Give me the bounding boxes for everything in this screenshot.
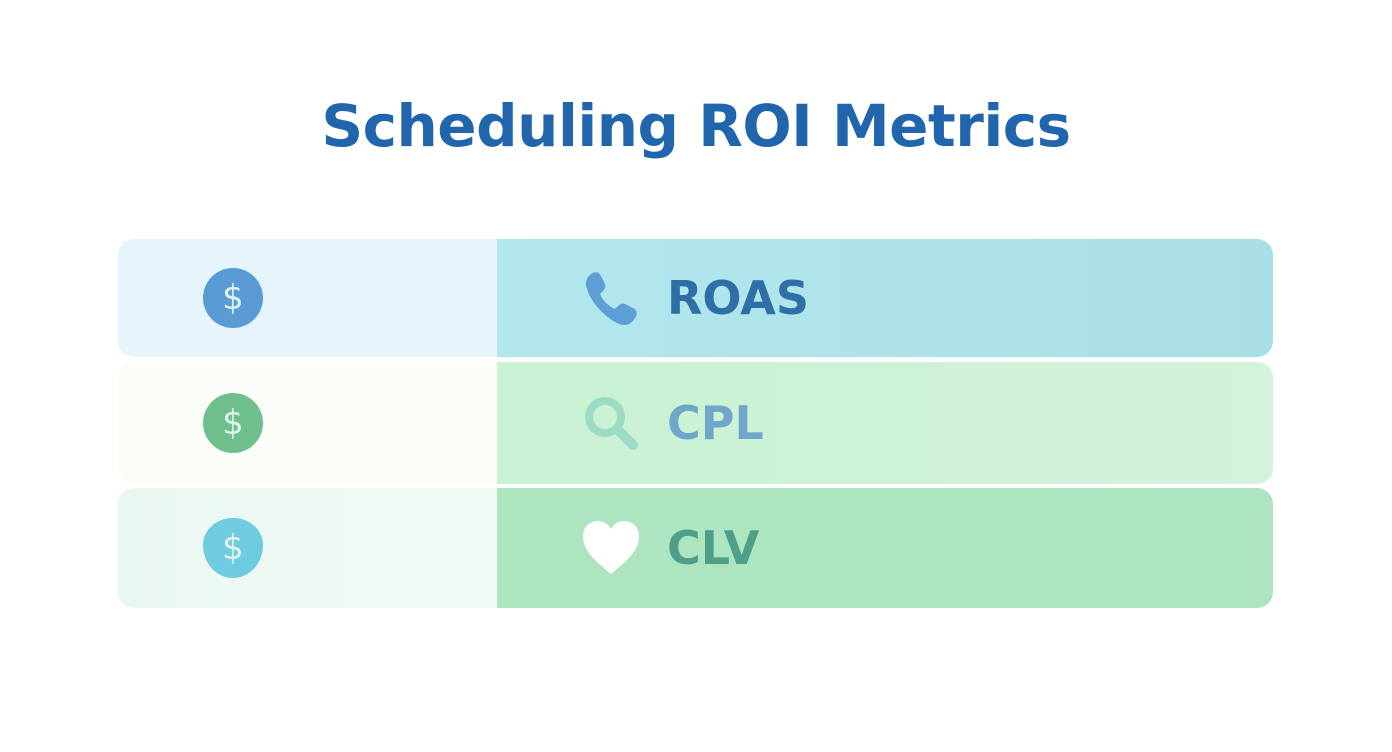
row-right-panel: CPL: [497, 362, 1273, 484]
metric-label: CLV: [667, 521, 760, 575]
row-left-panel: $: [118, 488, 497, 608]
heart-icon: [583, 521, 639, 574]
metric-row-cpl: $ CPL: [118, 362, 1273, 484]
metric-label: ROAS: [667, 271, 810, 325]
row-right-panel: ROAS: [497, 239, 1273, 357]
dollar-sign: $: [222, 278, 244, 318]
dollar-sign: $: [222, 403, 244, 443]
page-title: Scheduling ROI Metrics: [321, 92, 1071, 160]
magnifier-icon: [585, 397, 638, 450]
dollar-sign: $: [222, 528, 244, 568]
dollar-coin-icon: $: [203, 268, 263, 328]
metric-row-roas: $ ROAS: [118, 239, 1273, 357]
dollar-coin-icon: $: [203, 518, 263, 578]
metric-row-clv: $ CLV: [118, 488, 1273, 608]
row-right-panel: CLV: [497, 488, 1273, 608]
phone-icon: [585, 272, 637, 326]
row-left-panel: $: [118, 362, 497, 484]
metric-label: CPL: [667, 396, 764, 450]
dollar-coin-icon: $: [203, 393, 263, 453]
row-left-panel: $: [118, 239, 497, 357]
